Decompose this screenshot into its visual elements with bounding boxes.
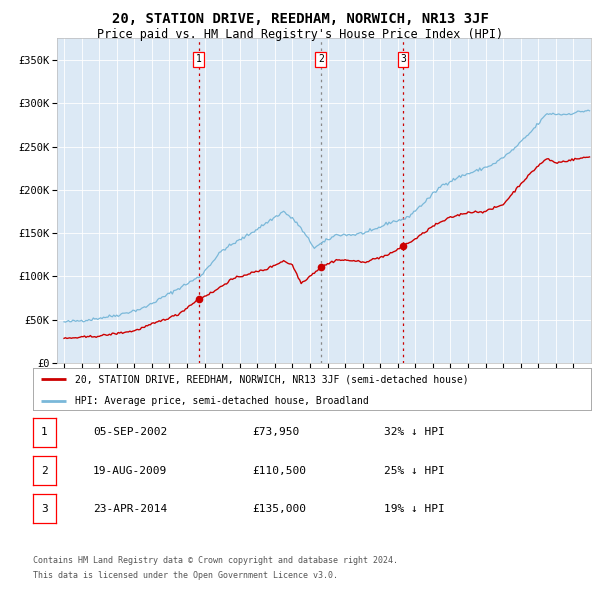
Text: 19-AUG-2009: 19-AUG-2009 (93, 466, 167, 476)
Text: 20, STATION DRIVE, REEDHAM, NORWICH, NR13 3JF (semi-detached house): 20, STATION DRIVE, REEDHAM, NORWICH, NR1… (75, 375, 469, 385)
Text: 20, STATION DRIVE, REEDHAM, NORWICH, NR13 3JF: 20, STATION DRIVE, REEDHAM, NORWICH, NR1… (112, 12, 488, 26)
Text: HPI: Average price, semi-detached house, Broadland: HPI: Average price, semi-detached house,… (75, 396, 368, 406)
Text: 32% ↓ HPI: 32% ↓ HPI (384, 427, 445, 437)
Text: £110,500: £110,500 (252, 466, 306, 476)
Text: 19% ↓ HPI: 19% ↓ HPI (384, 504, 445, 514)
Text: This data is licensed under the Open Government Licence v3.0.: This data is licensed under the Open Gov… (33, 571, 338, 579)
Text: 1: 1 (196, 54, 202, 64)
Text: 2: 2 (41, 466, 48, 476)
Text: £135,000: £135,000 (252, 504, 306, 514)
Text: £73,950: £73,950 (252, 427, 299, 437)
Text: Price paid vs. HM Land Registry's House Price Index (HPI): Price paid vs. HM Land Registry's House … (97, 28, 503, 41)
Text: Contains HM Land Registry data © Crown copyright and database right 2024.: Contains HM Land Registry data © Crown c… (33, 556, 398, 565)
Text: 3: 3 (400, 54, 406, 64)
Text: 23-APR-2014: 23-APR-2014 (93, 504, 167, 514)
Text: 05-SEP-2002: 05-SEP-2002 (93, 427, 167, 437)
Text: 2: 2 (318, 54, 324, 64)
Text: 25% ↓ HPI: 25% ↓ HPI (384, 466, 445, 476)
Text: 3: 3 (41, 504, 48, 514)
Text: 1: 1 (41, 427, 48, 437)
